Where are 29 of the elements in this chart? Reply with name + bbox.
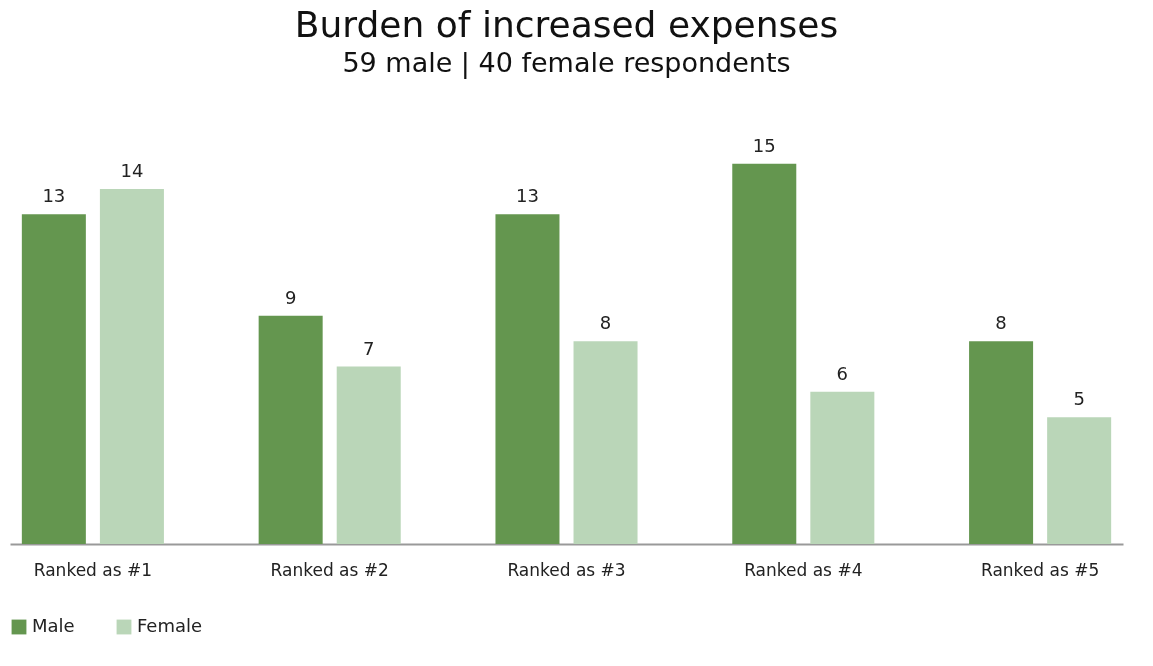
- data-label: 6: [836, 362, 849, 384]
- legend-label: Male: [32, 615, 75, 636]
- x-tick-label: Ranked as #5: [980, 559, 1100, 580]
- bar: [732, 163, 797, 544]
- bar: [810, 391, 875, 544]
- bar: [21, 214, 86, 544]
- x-tick-label: Ranked as #3: [507, 559, 626, 580]
- data-label: 9: [284, 286, 297, 308]
- data-label: 7: [363, 337, 375, 359]
- bar: [495, 214, 560, 544]
- chart-title: Burden of increased expenses: [294, 4, 839, 45]
- data-label: 8: [599, 312, 612, 334]
- bar: [573, 341, 638, 544]
- data-label: 15: [752, 134, 776, 156]
- bar: [969, 341, 1034, 544]
- bar: [258, 315, 323, 544]
- x-tick-label: Ranked as #4: [744, 559, 863, 580]
- bar: [336, 366, 401, 544]
- x-tick-label: Ranked as #2: [270, 559, 389, 580]
- x-tick-label: Ranked as #1: [33, 559, 153, 580]
- data-label: 13: [42, 185, 66, 207]
- legend-label: Female: [137, 615, 203, 636]
- data-label: 13: [516, 185, 539, 207]
- bar: [1047, 417, 1112, 544]
- data-label: 5: [1073, 388, 1085, 410]
- data-label: 8: [995, 312, 1007, 334]
- data-label: 14: [120, 160, 144, 181]
- bar: [99, 189, 164, 544]
- chart-subtitle: 59 male | 40 female respondents: [342, 47, 791, 79]
